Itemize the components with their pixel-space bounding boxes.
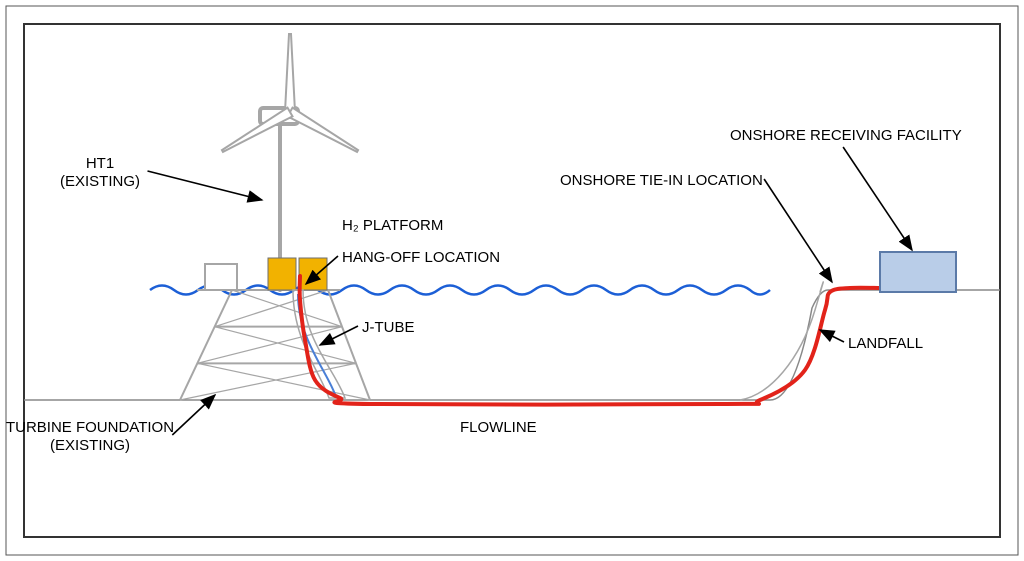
label-hang_off: HANG-OFF LOCATION (306, 249, 500, 284)
diagram-svg: HT1(EXISTING)H₂ PLATFORMHANG-OFF LOCATIO… (0, 0, 1024, 561)
svg-text:ONSHORE RECEIVING FACILITY: ONSHORE RECEIVING FACILITY (730, 127, 962, 144)
svg-text:HANG-OFF LOCATION: HANG-OFF LOCATION (342, 249, 500, 266)
svg-text:(EXISTING): (EXISTING) (60, 173, 140, 190)
svg-text:J-TUBE: J-TUBE (362, 319, 415, 336)
svg-text:ONSHORE TIE-IN LOCATION: ONSHORE TIE-IN LOCATION (560, 172, 763, 189)
svg-text:HT1: HT1 (86, 155, 114, 172)
svg-text:H₂ PLATFORM: H₂ PLATFORM (342, 217, 443, 234)
svg-text:TURBINE FOUNDATION: TURBINE FOUNDATION (6, 419, 174, 436)
diagram-stage: HT1(EXISTING)H₂ PLATFORMHANG-OFF LOCATIO… (0, 0, 1024, 561)
label-h2_platform: H₂ PLATFORM (342, 217, 443, 234)
label-landfall: LANDFALL (820, 330, 923, 352)
svg-text:LANDFALL: LANDFALL (848, 335, 923, 352)
label-j_tube: J-TUBE (320, 319, 415, 345)
label-ht1: HT1(EXISTING) (60, 155, 262, 200)
svg-text:(EXISTING): (EXISTING) (50, 437, 130, 454)
svg-text:FLOWLINE: FLOWLINE (460, 419, 537, 436)
label-turbine_foundation: TURBINE FOUNDATION(EXISTING) (6, 395, 215, 454)
label-flowline: FLOWLINE (460, 419, 537, 436)
label-onshore_facility: ONSHORE RECEIVING FACILITY (730, 127, 962, 250)
label-onshore_tie_in: ONSHORE TIE-IN LOCATION (560, 172, 832, 282)
